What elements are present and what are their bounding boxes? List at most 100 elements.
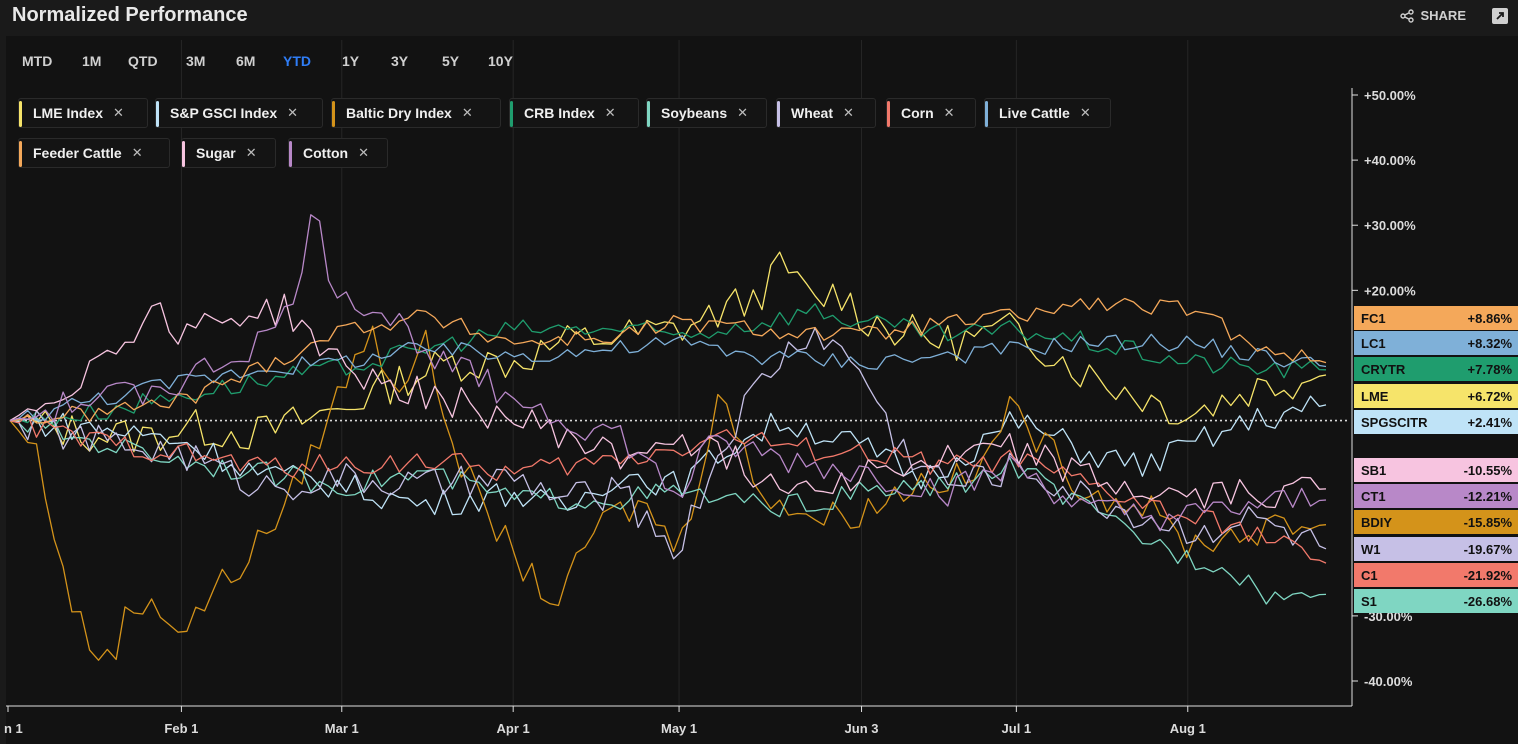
series-color-swatch bbox=[777, 101, 780, 127]
remove-series-icon[interactable]: ✕ bbox=[943, 105, 955, 120]
range-5y[interactable]: 5Y bbox=[442, 53, 460, 69]
series-chip[interactable]: Corn ✕ bbox=[886, 98, 976, 128]
series-color-swatch bbox=[510, 101, 513, 127]
value-badge-value: -10.55% bbox=[1464, 463, 1513, 478]
range-3m[interactable]: 3M bbox=[186, 53, 206, 69]
expand-button[interactable] bbox=[1492, 8, 1508, 24]
page-title: Normalized Performance bbox=[12, 4, 248, 26]
remove-series-icon[interactable]: ✕ bbox=[737, 105, 749, 120]
y-tick-label: +30.00% bbox=[1364, 218, 1416, 233]
series-chip-label: S&P GSCI Index bbox=[170, 105, 278, 121]
value-badge-background bbox=[1354, 306, 1518, 330]
remove-series-icon[interactable]: ✕ bbox=[604, 105, 616, 120]
range-qtd[interactable]: QTD bbox=[128, 53, 158, 69]
series-chip[interactable]: Baltic Dry Index ✕ bbox=[331, 98, 501, 128]
value-badge-symbol: FC1 bbox=[1361, 311, 1386, 326]
remove-series-icon[interactable]: ✕ bbox=[113, 105, 124, 120]
value-badge-symbol: SPGSCITR bbox=[1361, 415, 1428, 430]
series-line bbox=[9, 325, 1327, 661]
value-badge-background bbox=[1354, 410, 1518, 434]
x-tick-label: Feb 1 bbox=[164, 721, 198, 736]
x-tick-label: Apr 1 bbox=[497, 721, 530, 736]
remove-series-icon[interactable]: ✕ bbox=[843, 105, 854, 120]
series-color-swatch bbox=[289, 141, 292, 167]
range-mtd[interactable]: MTD bbox=[22, 53, 53, 69]
value-badge-value: -12.21% bbox=[1464, 489, 1513, 504]
series-color-swatch bbox=[156, 101, 159, 127]
value-badge-background bbox=[1354, 537, 1518, 561]
series-chip-label: Live Cattle bbox=[999, 105, 1070, 121]
value-badge-value: -21.92% bbox=[1464, 568, 1513, 583]
series-color-swatch bbox=[985, 101, 988, 127]
series-chip-label: Corn bbox=[901, 105, 934, 121]
series-color-swatch bbox=[182, 141, 185, 167]
series-line bbox=[9, 333, 1327, 422]
series-chip-label: Feeder Cattle bbox=[33, 145, 122, 161]
value-badge: CRYTR +7.78% bbox=[1354, 357, 1518, 381]
value-badge: SB1 -10.55% bbox=[1354, 458, 1518, 482]
series-chip[interactable]: Live Cattle ✕ bbox=[984, 98, 1111, 128]
value-badge-symbol: W1 bbox=[1361, 542, 1381, 557]
series-line bbox=[9, 395, 1327, 516]
value-badge-symbol: S1 bbox=[1361, 594, 1377, 609]
value-badge-symbol: CRYTR bbox=[1361, 362, 1406, 377]
value-badge-symbol: C1 bbox=[1361, 568, 1378, 583]
expand-icon bbox=[1496, 12, 1504, 20]
series-line bbox=[9, 214, 1327, 532]
value-badge-background bbox=[1354, 384, 1518, 408]
value-badge-value: -19.67% bbox=[1464, 542, 1513, 557]
series-chip[interactable]: LME Index ✕ bbox=[18, 98, 148, 128]
series-chip[interactable]: Wheat ✕ bbox=[776, 98, 876, 128]
series-chip[interactable]: Soybeans ✕ bbox=[646, 98, 767, 128]
series-lines bbox=[9, 214, 1327, 661]
range-ytd[interactable]: YTD bbox=[283, 53, 311, 69]
value-badges: FC1 +8.86% LC1 +8.32% CRYTR +7.78% LME +6.72% SP… bbox=[1354, 306, 1518, 613]
series-color-swatch bbox=[19, 101, 22, 127]
remove-series-icon[interactable]: ✕ bbox=[1079, 105, 1091, 120]
remove-series-icon[interactable]: ✕ bbox=[245, 145, 257, 160]
value-badge: SPGSCITR +2.41% bbox=[1354, 410, 1518, 434]
series-chip-label: Baltic Dry Index bbox=[346, 105, 452, 121]
y-tick-label: +40.00% bbox=[1364, 153, 1416, 168]
range-10y[interactable]: 10Y bbox=[488, 53, 513, 69]
chart-header: Normalized Performance SHARE bbox=[0, 0, 1518, 34]
series-color-swatch bbox=[887, 101, 890, 127]
range-6m[interactable]: 6M bbox=[236, 53, 256, 69]
remove-series-icon[interactable]: ✕ bbox=[287, 105, 299, 120]
remove-series-icon[interactable]: ✕ bbox=[131, 145, 143, 160]
share-label: SHARE bbox=[1420, 8, 1466, 23]
range-1m[interactable]: 1M bbox=[82, 53, 102, 69]
series-chip[interactable]: S&P GSCI Index ✕ bbox=[155, 98, 323, 128]
series-chip-label: CRB Index bbox=[524, 105, 595, 121]
value-badge-symbol: CT1 bbox=[1361, 489, 1386, 504]
series-chip[interactable]: Cotton ✕ bbox=[288, 138, 388, 168]
series-chip[interactable]: Feeder Cattle ✕ bbox=[18, 138, 170, 168]
value-badge-value: +8.32% bbox=[1468, 336, 1513, 351]
series-line bbox=[9, 293, 1327, 509]
series-line bbox=[9, 297, 1327, 424]
series-chip[interactable]: CRB Index ✕ bbox=[509, 98, 639, 128]
series-chip-label: Sugar bbox=[196, 145, 236, 161]
remove-series-icon[interactable]: ✕ bbox=[358, 145, 369, 160]
value-badge-background bbox=[1354, 484, 1518, 508]
value-badge: BDIY -15.85% bbox=[1354, 510, 1518, 534]
x-tick-label: Mar 1 bbox=[325, 721, 359, 736]
series-chip[interactable]: Sugar ✕ bbox=[181, 138, 276, 168]
series-chip-label: LME Index bbox=[33, 105, 104, 121]
series-color-swatch bbox=[19, 141, 22, 167]
x-tick-label: May 1 bbox=[661, 721, 697, 736]
range-3y[interactable]: 3Y bbox=[391, 53, 409, 69]
value-badge-background bbox=[1354, 458, 1518, 482]
value-badge-background bbox=[1354, 357, 1518, 381]
share-button[interactable]: SHARE bbox=[1400, 8, 1466, 23]
series-line bbox=[9, 417, 1327, 605]
value-badge-background bbox=[1354, 589, 1518, 613]
value-badge-symbol: BDIY bbox=[1361, 515, 1392, 530]
value-badge-value: +2.41% bbox=[1468, 415, 1513, 430]
series-chip-label: Wheat bbox=[791, 105, 833, 121]
range-1y[interactable]: 1Y bbox=[342, 53, 360, 69]
remove-series-icon[interactable]: ✕ bbox=[461, 105, 473, 120]
series-color-swatch bbox=[647, 101, 650, 127]
series-line bbox=[9, 414, 1327, 564]
value-badge-background bbox=[1354, 510, 1518, 534]
